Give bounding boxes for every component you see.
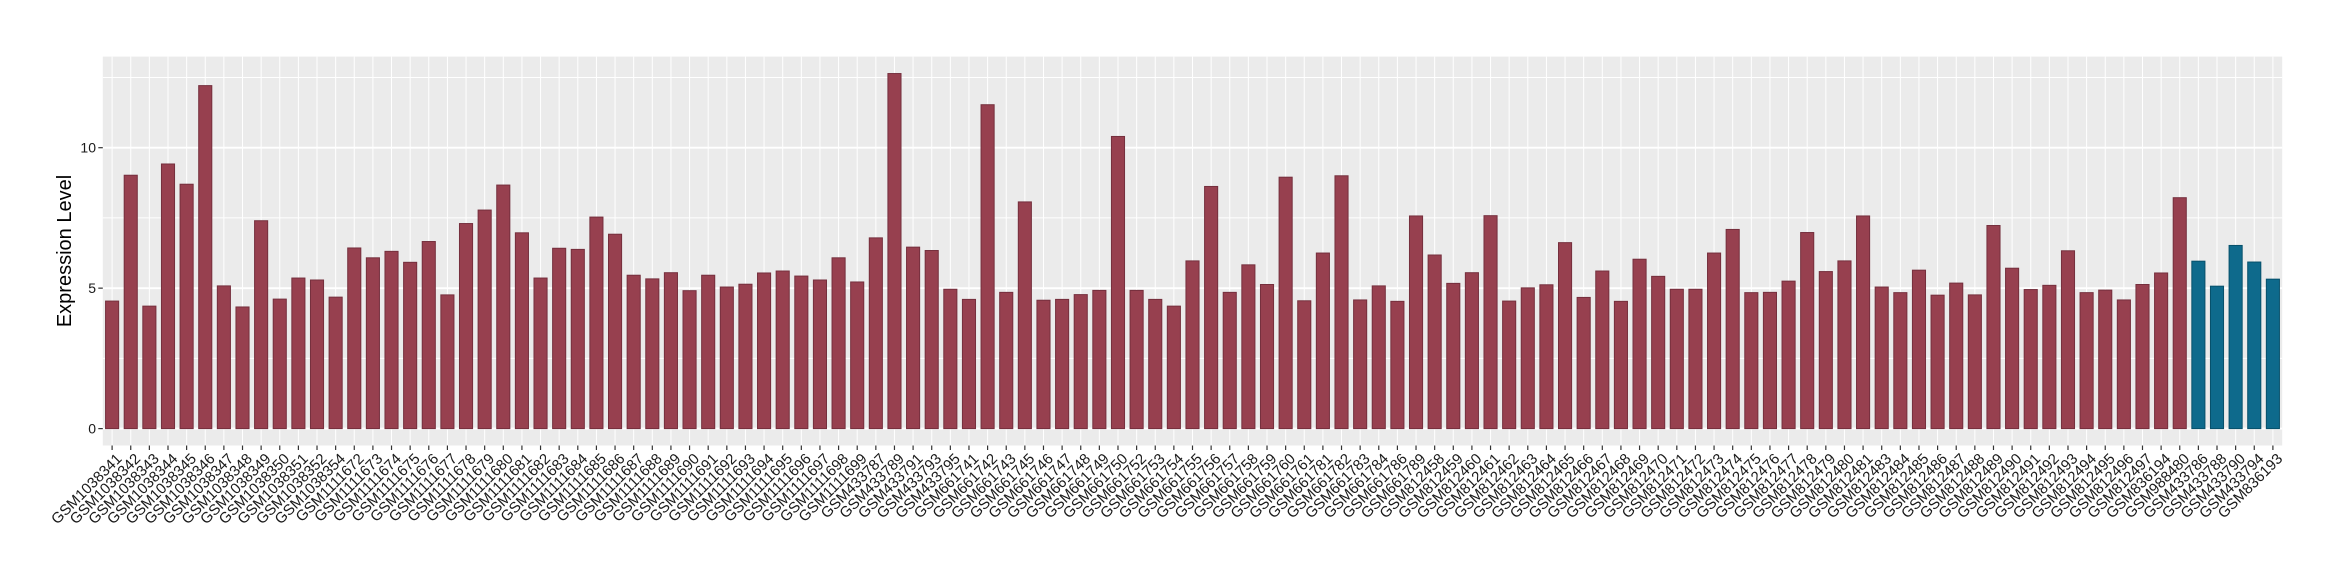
svg-text:Expression Level: Expression Level bbox=[54, 175, 76, 327]
svg-text:10: 10 bbox=[80, 140, 96, 156]
svg-text:5: 5 bbox=[88, 280, 96, 296]
svg-text:0: 0 bbox=[88, 421, 96, 437]
